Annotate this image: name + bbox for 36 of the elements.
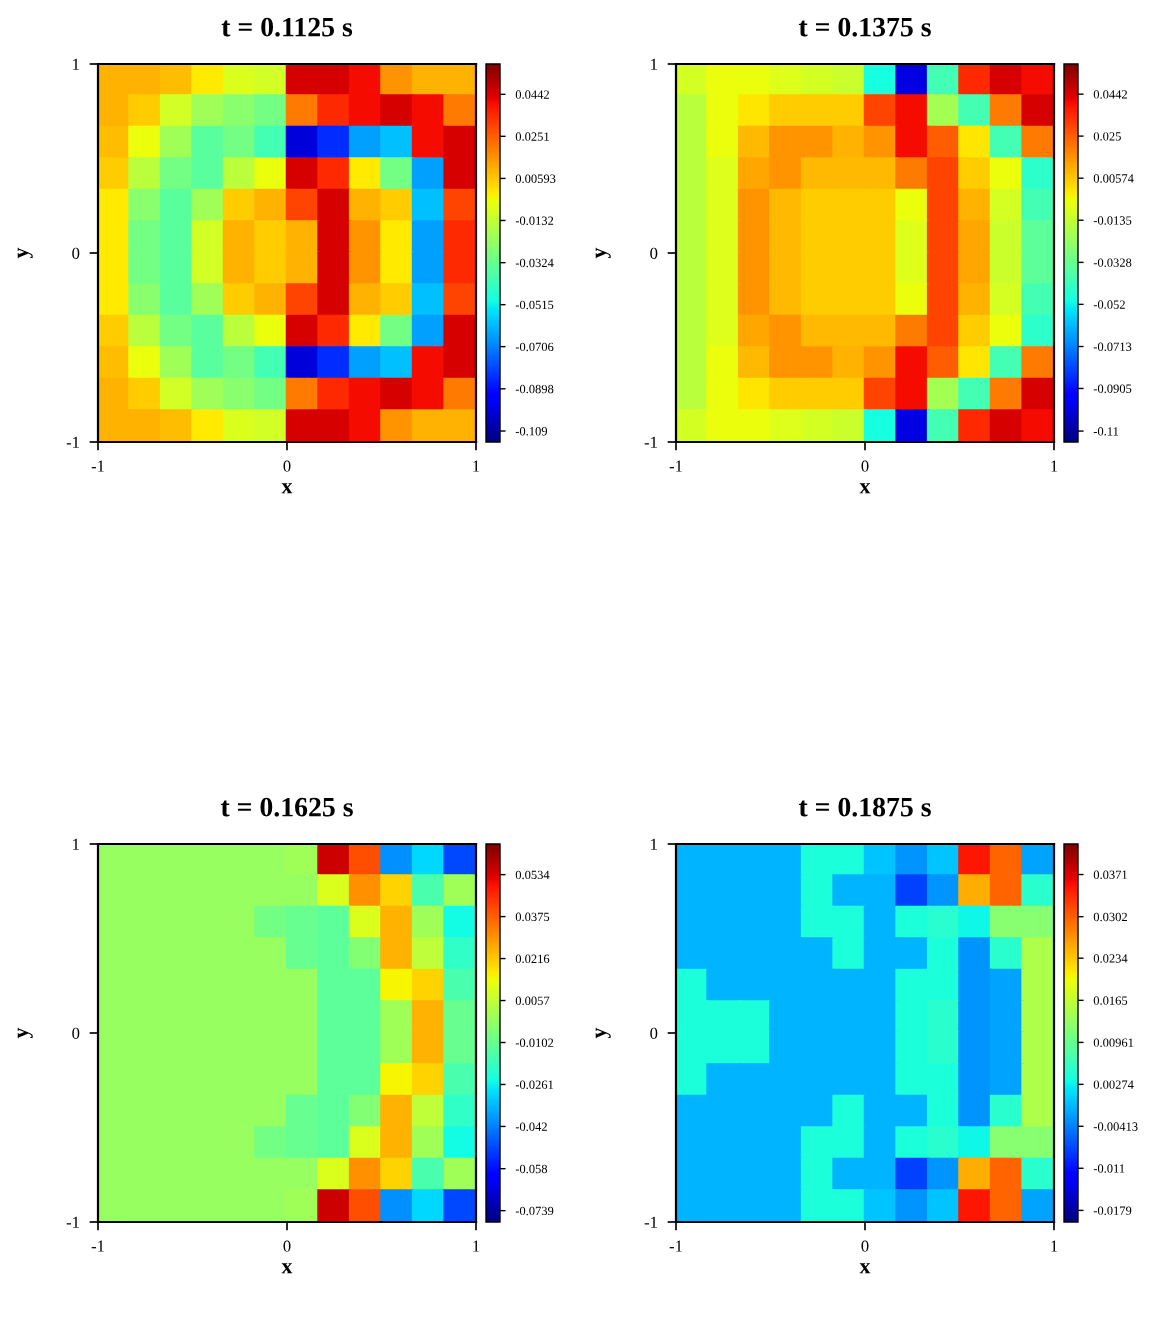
x-axis-title: x — [281, 483, 293, 494]
y-tick-label: -1 — [66, 1216, 79, 1228]
x-tick-label: 1 — [1051, 460, 1058, 472]
y-tick-label: 1 — [651, 838, 657, 850]
y-tick-label: 1 — [651, 58, 657, 70]
chart-title: t = 0.1875 s — [798, 797, 931, 817]
y-tick-label: 0 — [650, 1027, 658, 1039]
y-axis-title: y — [595, 247, 611, 259]
x-tick-label: -1 — [669, 1240, 682, 1252]
x-axis-title: x — [859, 1263, 871, 1274]
x-tick-label: 1 — [473, 460, 480, 472]
x-tick-label: 0 — [283, 1240, 291, 1252]
y-tick-label: -1 — [644, 436, 657, 448]
y-tick-label: -1 — [644, 1216, 657, 1228]
y-tick-label: 0 — [72, 247, 80, 259]
x-tick-label: 1 — [473, 1240, 480, 1252]
y-tick-label: 1 — [73, 838, 79, 850]
chart-title: t = 0.1375 s — [798, 17, 931, 37]
x-tick-label: 0 — [283, 460, 291, 472]
y-tick-label: 1 — [73, 58, 79, 70]
y-tick-label: 0 — [72, 1027, 80, 1039]
x-tick-label: 0 — [861, 460, 869, 472]
chart-title: t = 0.1125 s — [221, 17, 353, 37]
y-axis-title: y — [17, 247, 33, 259]
x-tick-label: -1 — [669, 460, 682, 472]
y-axis-title: y — [17, 1027, 33, 1039]
x-axis-title: x — [859, 483, 871, 494]
x-axis-title: x — [281, 1263, 293, 1274]
x-tick-label: 0 — [861, 1240, 869, 1252]
y-axis-title: y — [595, 1027, 611, 1039]
chart-title: t = 0.1625 s — [220, 797, 353, 817]
x-tick-label: -1 — [91, 460, 104, 472]
x-tick-label: -1 — [91, 1240, 104, 1252]
x-tick-label: 1 — [1051, 1240, 1058, 1252]
y-tick-label: 0 — [650, 247, 658, 259]
y-tick-label: -1 — [66, 436, 79, 448]
